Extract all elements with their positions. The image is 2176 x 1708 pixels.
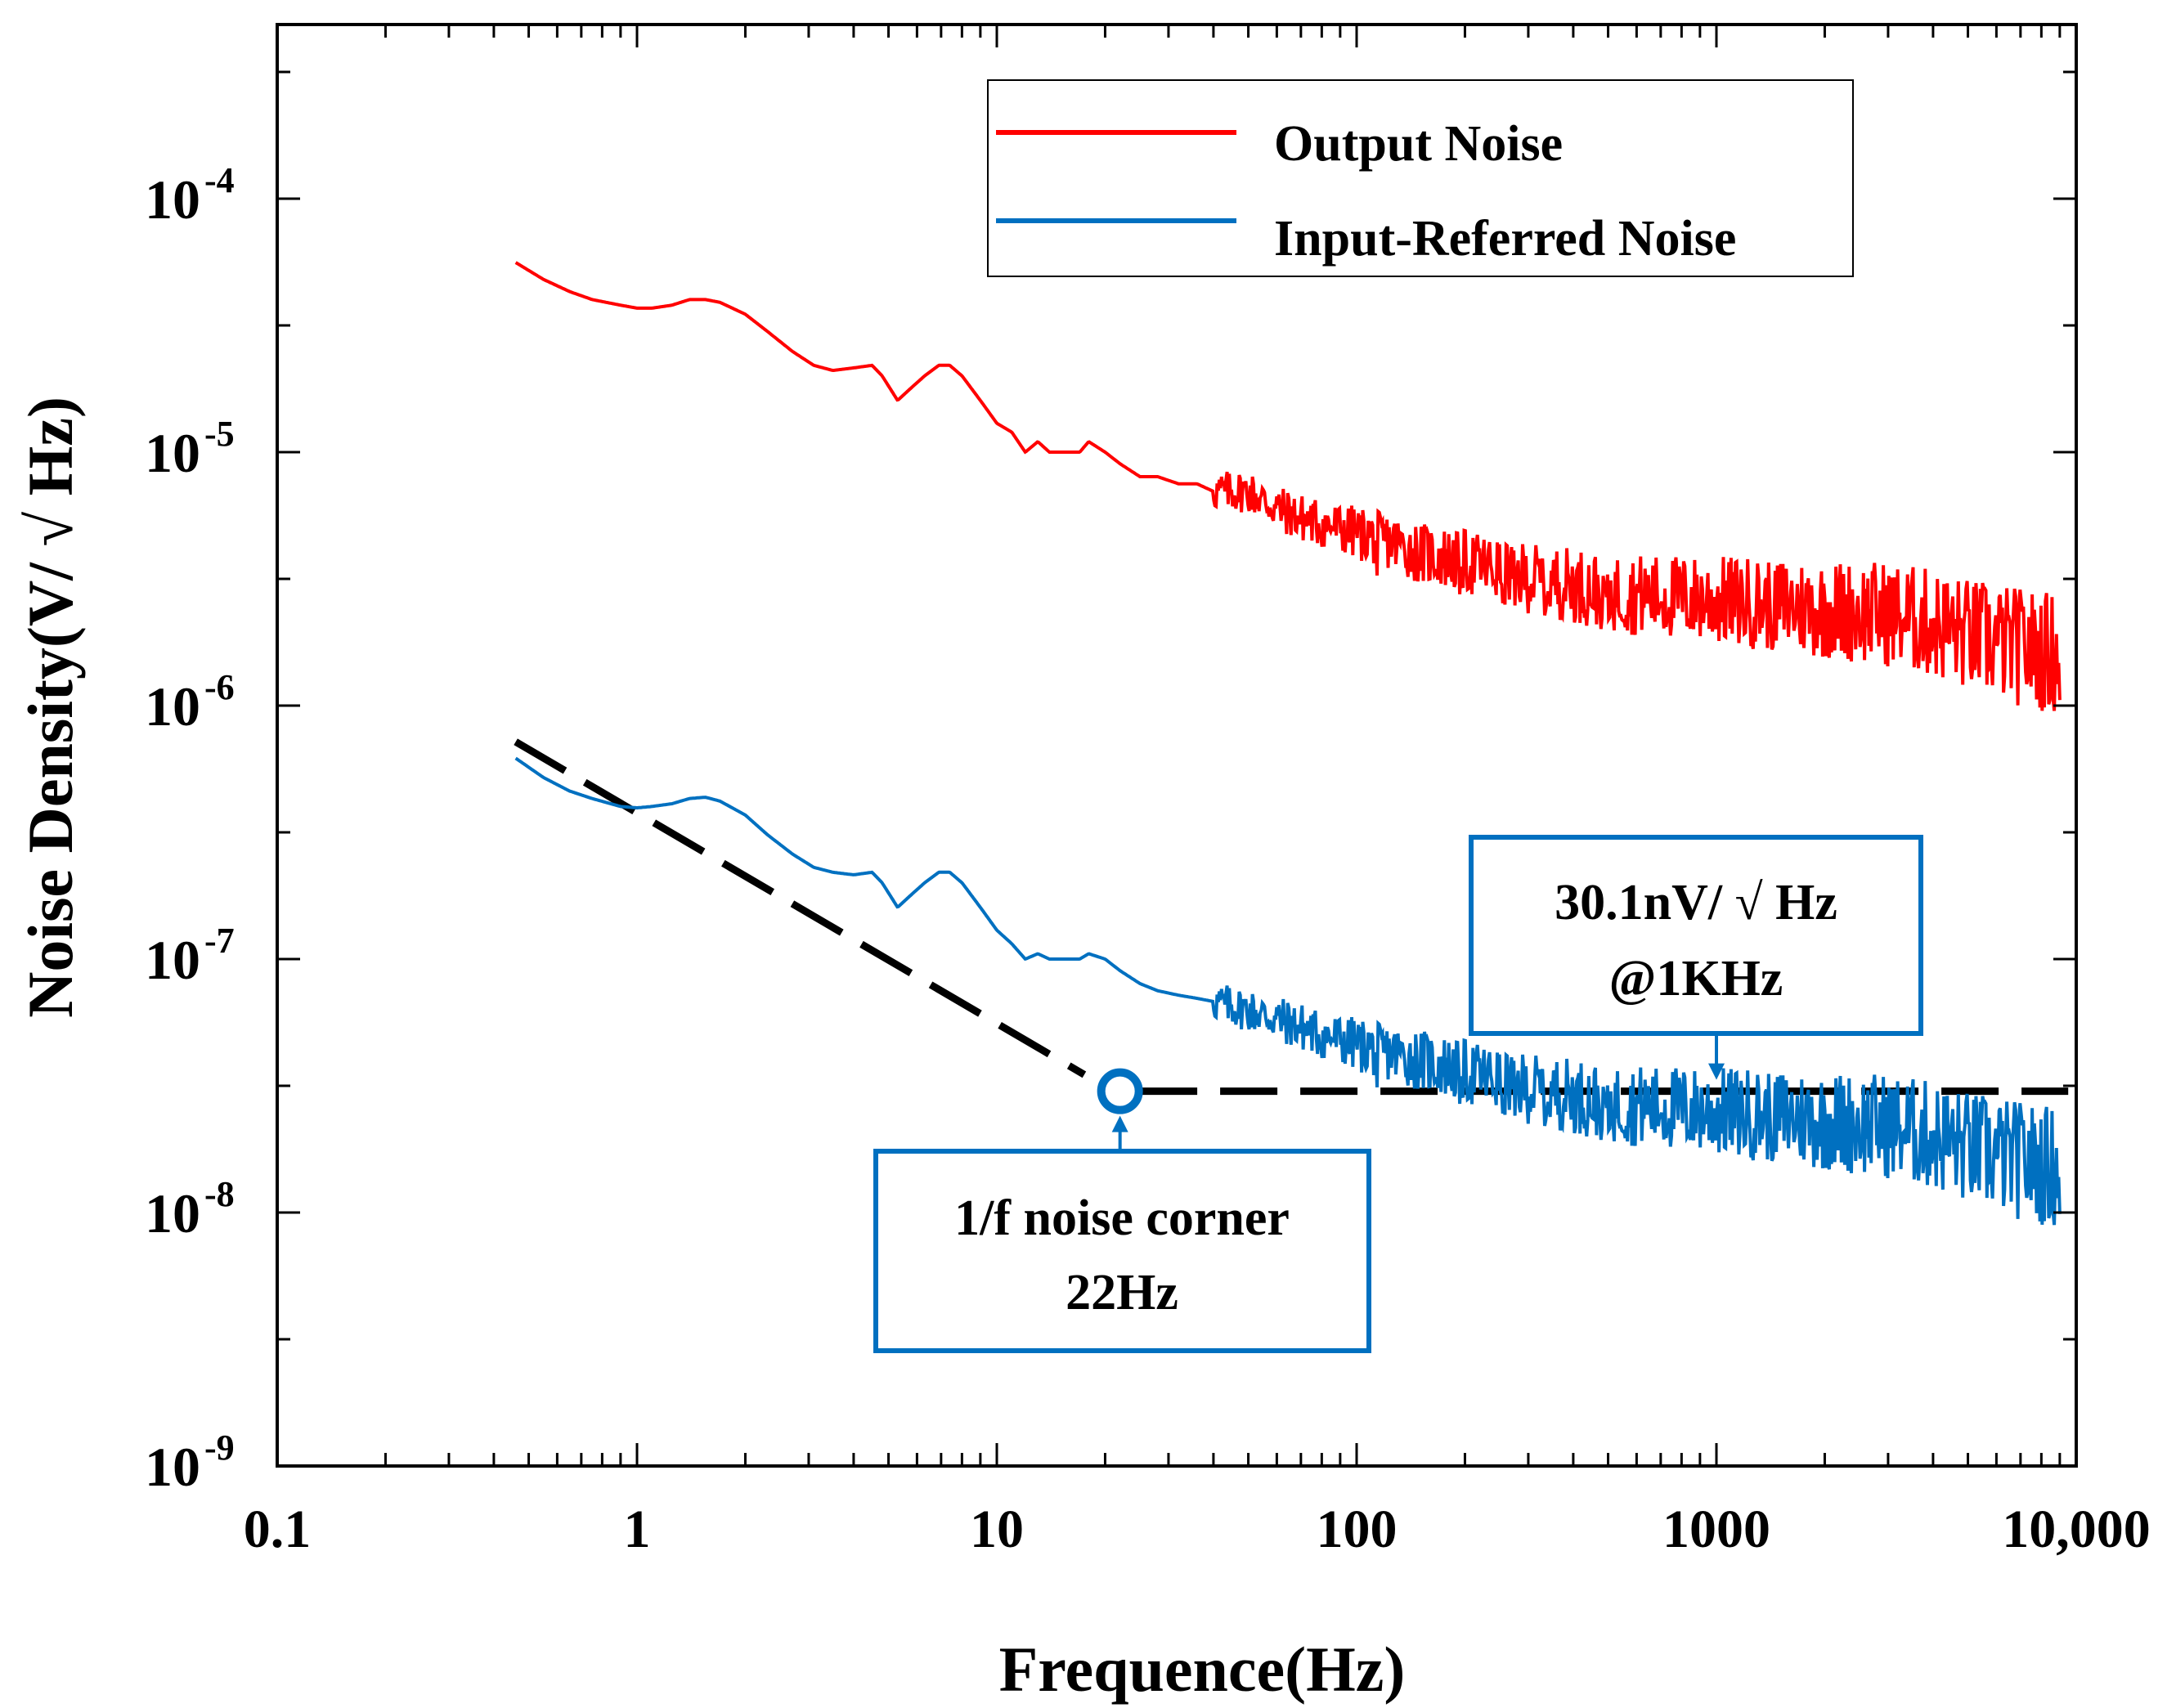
input-referred-noise-line — [514, 756, 2062, 1226]
floor-callout-line1: 30.1nV/ √ Hz — [1555, 875, 1837, 930]
corner-marker — [1097, 1068, 1143, 1114]
y-tick-label: 10 — [145, 929, 200, 991]
y-tick-exponent: -8 — [204, 1174, 235, 1214]
x-tick-label: 1 — [624, 1500, 651, 1559]
legend-label-input: Input-Referred Noise — [1274, 211, 1736, 267]
floor-callout-line2: @1KHz — [1609, 951, 1783, 1006]
corner-callout-line1: 1/f noise corner — [954, 1190, 1290, 1246]
x-tick-label: 10,000 — [2002, 1500, 2151, 1559]
legend-box — [987, 79, 1854, 277]
legend-label-output: Output Noise — [1274, 116, 1563, 172]
y-tick-label: 10 — [145, 675, 200, 737]
y-tick-exponent: -4 — [204, 160, 235, 200]
y-tick-label: 10 — [145, 422, 200, 484]
x-tick-label: 100 — [1317, 1500, 1398, 1559]
floor-arrowhead — [1708, 1063, 1725, 1080]
reference-line-one-over-f — [514, 738, 1087, 1078]
y-tick-exponent: -5 — [204, 414, 235, 454]
x-tick-label: 10 — [970, 1500, 1024, 1559]
y-axis-title: Noise Density(V/ √ Hz) — [15, 397, 86, 1018]
plot-frame — [276, 23, 2078, 1468]
floor-callout-box — [1469, 835, 1923, 1036]
x-axis-title: Frequence(Hz) — [999, 1634, 1406, 1705]
y-tick-exponent: -9 — [204, 1428, 235, 1468]
y-tick-label: 10 — [145, 168, 200, 231]
x-tick-label: 0.1 — [244, 1500, 312, 1559]
y-tick-label: 10 — [145, 1182, 200, 1244]
corner-callout-line2: 22Hz — [1066, 1265, 1178, 1320]
y-tick-exponent: -6 — [204, 667, 235, 707]
corner-callout-box — [873, 1149, 1371, 1353]
x-tick-label: 1000 — [1662, 1500, 1770, 1559]
corner-arrowhead — [1111, 1115, 1128, 1132]
legend: Output Noise Input-Referred Noise — [987, 79, 1854, 277]
y-tick-label: 10 — [145, 1436, 200, 1498]
output-noise-line — [514, 261, 2062, 711]
y-tick-exponent: -7 — [204, 921, 235, 961]
